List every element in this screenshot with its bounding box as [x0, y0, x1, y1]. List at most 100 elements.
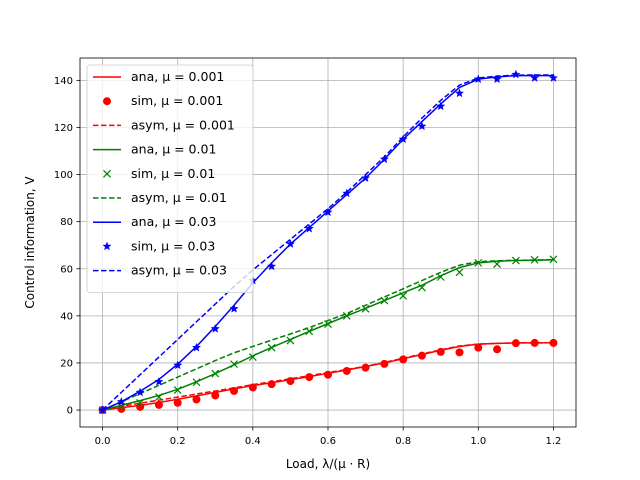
data-point-star: [116, 396, 127, 406]
data-point-x: [286, 336, 295, 345]
legend-entry: sim, μ = 0.01: [103, 166, 215, 181]
legend-label: ana, μ = 0.03: [131, 214, 216, 229]
y-tick-label: 20: [60, 358, 73, 369]
data-point-x: [418, 283, 426, 292]
data-point-star: [454, 88, 465, 98]
series-7: [97, 69, 559, 415]
data-point-star: [210, 323, 220, 333]
x-marker-stroke: [324, 320, 332, 329]
data-point-x: [474, 258, 483, 267]
data-point-circle: [380, 359, 389, 368]
legend-label: sim, μ = 0.03: [131, 238, 215, 253]
data-point-circle: [530, 338, 539, 347]
data-point-circle: [342, 366, 351, 375]
x-marker-stroke: [418, 283, 426, 292]
data-point-x: [192, 378, 201, 387]
legend-label: sim, μ = 0.01: [131, 166, 215, 181]
data-point-star: [548, 73, 559, 82]
data-point-x: [248, 353, 257, 361]
x-marker-stroke: [154, 393, 163, 402]
series-4: [98, 255, 558, 414]
data-point-x: [549, 255, 558, 264]
data-point-star: [492, 74, 502, 84]
x-marker-stroke: [399, 291, 408, 300]
data-point-star: [229, 303, 239, 313]
y-tick-label: 0: [67, 406, 73, 417]
x-marker-stroke: [192, 378, 201, 387]
data-point-star: [266, 261, 277, 271]
data-point-circle: [455, 348, 464, 357]
data-point-circle: [361, 363, 370, 372]
x-marker-stroke: [267, 343, 276, 352]
y-tick-label: 60: [60, 264, 73, 275]
data-point-x: [455, 268, 464, 277]
data-point-x: [173, 386, 182, 394]
x-tick-label: 0.8: [395, 436, 411, 447]
x-marker-stroke: [493, 260, 502, 268]
x-axis-label: Load, λ/(μ · R): [286, 457, 370, 471]
data-point-x: [436, 273, 445, 281]
x-tick-label: 0.6: [320, 436, 336, 447]
data-point-circle: [399, 355, 408, 364]
data-point-star: [102, 241, 112, 251]
data-point-x: [493, 260, 502, 268]
y-tick-label: 100: [54, 170, 73, 181]
data-point-star: [379, 154, 390, 164]
series-2: [102, 341, 554, 411]
legend-entry: asym, μ = 0.01: [93, 190, 227, 205]
x-tick-label: 1.2: [546, 436, 562, 447]
legend-entry: ana, μ = 0.01: [93, 142, 216, 157]
legend-entry: sim, μ = 0.001: [103, 93, 223, 108]
y-tick-label: 40: [60, 311, 73, 322]
legend-entry: asym, μ = 0.03: [93, 263, 227, 278]
x-marker-stroke: [549, 255, 558, 264]
data-point-star: [360, 173, 371, 183]
legend-label: asym, μ = 0.03: [131, 263, 227, 278]
data-point-star: [342, 188, 352, 198]
data-point-x: [211, 369, 220, 378]
x-tick-label: 0.0: [95, 436, 111, 447]
legend-label: sim, μ = 0.001: [131, 93, 223, 108]
data-point-star: [436, 101, 446, 111]
x-marker-stroke: [361, 304, 370, 313]
legend-label: ana, μ = 0.001: [131, 69, 224, 84]
legend-entry: ana, μ = 0.001: [93, 69, 224, 84]
data-point-star: [154, 376, 164, 386]
series-line-dashed: [102, 341, 554, 411]
x-marker-stroke: [286, 336, 295, 345]
data-point-star: [398, 134, 408, 144]
y-axis-label: Control information, V: [23, 176, 37, 309]
legend-label: asym, μ = 0.01: [131, 190, 227, 205]
data-point-circle: [154, 400, 163, 409]
data-point-x: [230, 360, 238, 369]
data-point-circle: [103, 97, 111, 106]
x-tick-label: 1.0: [470, 436, 486, 447]
data-point-circle: [173, 398, 182, 407]
data-point-x: [342, 311, 351, 320]
y-tick-label: 80: [60, 217, 73, 228]
data-point-circle: [211, 391, 220, 400]
x-marker-stroke: [248, 353, 257, 361]
x-marker-stroke: [436, 273, 445, 281]
data-point-circle: [549, 338, 558, 347]
legend-entry: ana, μ = 0.03: [93, 214, 216, 229]
legend-entry: asym, μ = 0.001: [93, 117, 235, 132]
legend: ana, μ = 0.001 sim, μ = 0.001 asym, μ = 0.…: [86, 64, 254, 294]
legend-entry: sim, μ = 0.03: [102, 238, 215, 253]
plot-series: [97, 69, 559, 415]
data-point-x: [136, 399, 145, 407]
x-marker-stroke: [173, 386, 182, 394]
data-point-circle: [305, 373, 314, 382]
data-point-star: [511, 69, 521, 79]
x-marker-stroke: [230, 360, 238, 369]
legend-box: [86, 64, 254, 294]
data-point-star: [417, 121, 427, 131]
y-tick-label: 140: [54, 76, 73, 87]
x-marker-stroke: [455, 268, 464, 277]
y-tick-label: 120: [54, 123, 73, 134]
data-point-x: [154, 393, 163, 402]
data-point-star: [135, 387, 145, 397]
x-marker-stroke: [136, 399, 145, 407]
x-marker-stroke: [380, 296, 389, 305]
